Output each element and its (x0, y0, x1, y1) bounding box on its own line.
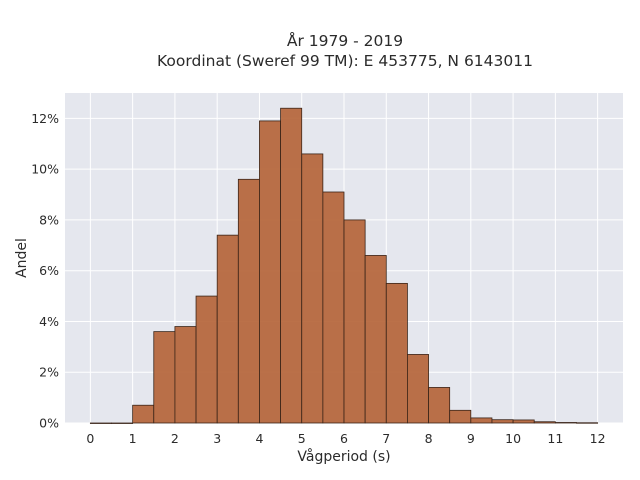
bars (89, 107, 599, 424)
y-tick-label: 8% (39, 212, 59, 227)
chart-title-line1: År 1979 - 2019 (287, 31, 403, 50)
histogram-bar (237, 178, 260, 424)
x-tick-label: 12 (590, 431, 606, 446)
y-tick-labels: 0% 2% 4% 6% 8% 10% 12% (31, 111, 59, 431)
histogram-bar (322, 191, 345, 424)
histogram-bar (449, 409, 472, 424)
x-tick-label: 8 (425, 431, 433, 446)
y-tick-label: 4% (39, 314, 59, 329)
x-tick-labels: 0 1 2 3 4 5 6 7 8 9 10 11 12 (86, 431, 605, 446)
histogram-bar (385, 282, 408, 424)
x-tick-label: 2 (171, 431, 179, 446)
histogram-bar (343, 219, 366, 424)
x-tick-label: 5 (298, 431, 306, 446)
histogram-bar (132, 404, 155, 424)
histogram-bar (259, 120, 281, 424)
x-axis-label: Vågperiod (s) (297, 448, 390, 465)
y-tick-label: 2% (39, 365, 59, 380)
histogram-bar (301, 153, 324, 424)
x-tick-label: 6 (340, 431, 348, 446)
x-tick-label: 4 (255, 431, 263, 446)
y-tick-label: 6% (39, 263, 59, 278)
x-tick-label: 7 (382, 431, 390, 446)
histogram-bar (428, 387, 451, 424)
histogram-bar (89, 422, 112, 424)
histogram-bar (364, 255, 387, 424)
y-tick-label: 10% (31, 162, 59, 177)
histogram-bar (407, 354, 429, 424)
histogram-bar (576, 422, 599, 424)
histogram-bar (470, 417, 493, 424)
x-tick-label: 10 (505, 431, 521, 446)
x-tick-label: 0 (86, 431, 94, 446)
x-tick-label: 1 (129, 431, 137, 446)
histogram-bar (533, 421, 556, 424)
x-tick-label: 11 (547, 431, 563, 446)
histogram-bar (512, 419, 535, 424)
y-tick-label: 12% (31, 111, 59, 126)
histogram-bar (174, 326, 197, 424)
x-tick-label: 9 (467, 431, 475, 446)
histogram-bar (280, 107, 303, 424)
chart-title-line2: Koordinat (Sweref 99 TM): E 453775, N 61… (157, 52, 533, 70)
x-tick-label: 3 (213, 431, 221, 446)
y-axis-label: Andel (14, 238, 30, 278)
histogram-bar (554, 422, 577, 424)
histogram-bar (195, 295, 218, 424)
y-tick-label: 0% (39, 416, 59, 431)
histogram-bar (111, 422, 134, 424)
histogram-bar (491, 419, 514, 424)
histogram-bar (216, 234, 239, 424)
histogram-bar (153, 331, 176, 424)
